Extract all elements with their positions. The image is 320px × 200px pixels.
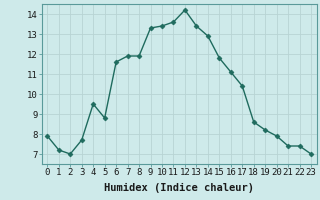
X-axis label: Humidex (Indice chaleur): Humidex (Indice chaleur) xyxy=(104,183,254,193)
